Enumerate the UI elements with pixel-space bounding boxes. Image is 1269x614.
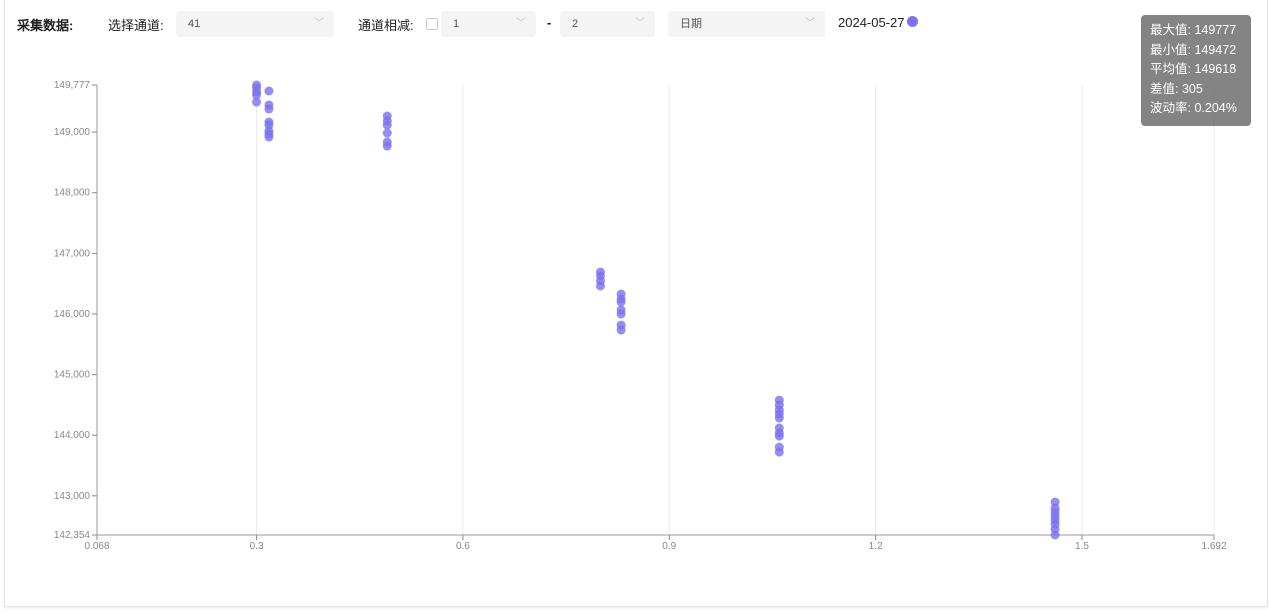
tooltip-diff: 差值: 305	[1150, 81, 1203, 96]
y-tick-label: 148,000	[54, 188, 91, 199]
y-tick-label: 144,000	[54, 430, 91, 441]
stats-tooltip: 最大值: 149777 最小值: 149472 平均值: 149618 差值: …	[1141, 15, 1251, 126]
y-tick-label: 149,000	[54, 127, 91, 138]
subtract-b-select[interactable]: 2 ﹀	[560, 11, 655, 37]
data-point	[382, 141, 392, 151]
y-tick-label: 147,000	[54, 248, 91, 259]
section-title: 采集数据:	[17, 18, 74, 33]
data-point	[264, 86, 274, 96]
data-point	[774, 447, 784, 457]
tooltip-volatility: 波动率: 0.204%	[1150, 101, 1237, 115]
y-tick-label: 149,777	[54, 80, 91, 91]
subtract-label: 通道相减:	[358, 18, 414, 33]
dash-separator: -	[547, 15, 552, 30]
data-point	[616, 309, 626, 319]
data-point	[774, 413, 784, 423]
subtract-a-select[interactable]: 1 ﹀	[441, 11, 536, 37]
data-point	[264, 104, 274, 114]
data-point	[616, 297, 626, 307]
x-tick-label: 1.5	[1075, 541, 1089, 552]
chevron-down-icon: ﹀	[635, 18, 645, 29]
data-point	[595, 281, 605, 291]
x-tick-label: 0.9	[662, 541, 676, 552]
x-tick-label: 1.692	[1201, 541, 1226, 552]
channel-label: 选择通道:	[108, 18, 164, 33]
data-point	[382, 120, 392, 130]
data-point	[264, 132, 274, 142]
data-point	[616, 325, 626, 335]
data-point	[1050, 530, 1060, 540]
chevron-down-icon: ﹀	[314, 18, 324, 29]
subtract-a-value: 1	[453, 18, 460, 30]
chevron-down-icon: ﹀	[805, 18, 815, 29]
chart-panel	[4, 0, 1268, 607]
tooltip-max: 最大值: 149777	[1150, 23, 1237, 37]
x-tick-label: 0.6	[456, 541, 470, 552]
legend-label[interactable]: 2024-05-27	[838, 15, 905, 30]
chevron-down-icon: ﹀	[516, 18, 526, 29]
x-tick-label: 1.2	[869, 541, 883, 552]
x-tick-label: 0.3	[250, 541, 264, 552]
x-tick-label: 0.068	[84, 541, 109, 552]
data-point	[252, 90, 262, 100]
data-point	[774, 431, 784, 441]
tooltip-avg: 平均值: 149618	[1150, 62, 1237, 76]
data-point	[252, 97, 262, 107]
y-tick-label: 145,000	[54, 370, 91, 381]
y-tick-label: 142,354	[54, 530, 91, 541]
channel-value: 41	[188, 18, 201, 30]
data-point	[382, 128, 392, 138]
date-picker[interactable]: 日期 ﹀	[668, 11, 825, 37]
channel-select[interactable]: 41 ﹀	[176, 11, 334, 37]
y-tick-label: 146,000	[54, 309, 91, 320]
date-placeholder: 日期	[680, 18, 702, 30]
subtract-b-value: 2	[572, 18, 579, 30]
legend-dot-icon[interactable]	[907, 16, 918, 27]
subtract-checkbox[interactable]	[426, 18, 438, 30]
tooltip-min: 最小值: 149472	[1150, 42, 1237, 57]
y-tick-label: 143,000	[54, 491, 91, 502]
